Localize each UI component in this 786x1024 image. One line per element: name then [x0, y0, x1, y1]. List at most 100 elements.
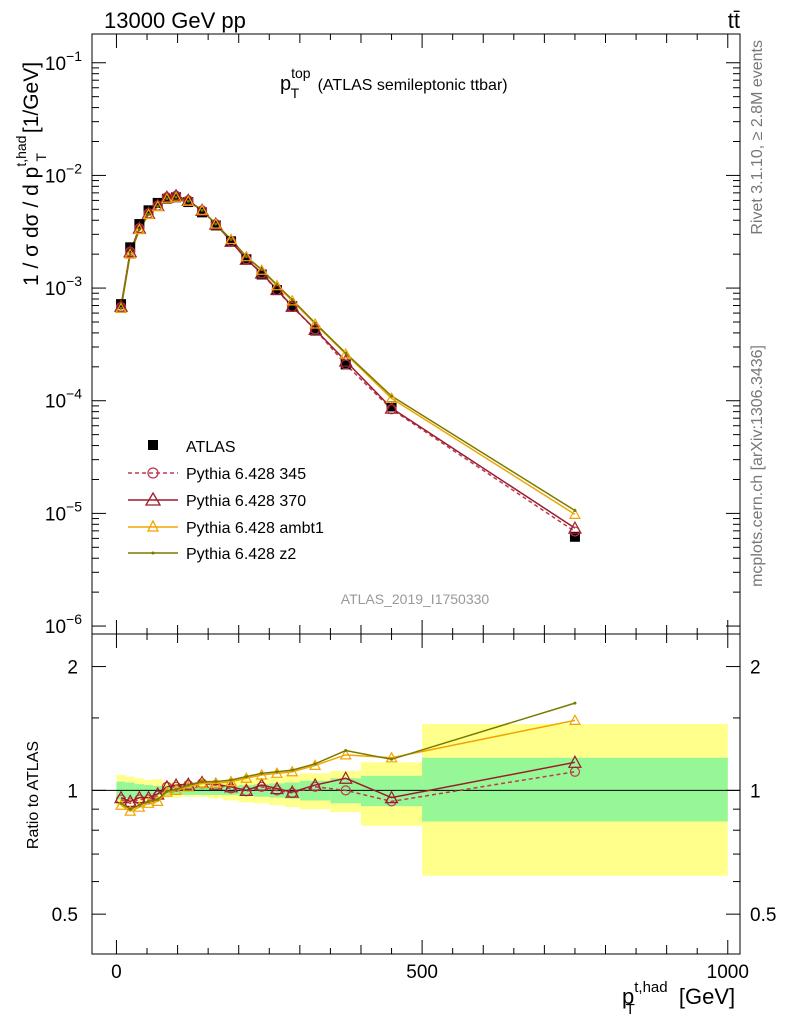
ratio-marker-ambt1 [209, 777, 222, 788]
ratio-marker-ambt1 [286, 765, 299, 777]
main-series-layer [114, 188, 582, 542]
series-marker-ambt1 [385, 392, 398, 403]
ratio-marker-z2 [344, 749, 348, 753]
ratio-marker-370 [338, 771, 353, 784]
ratio-marker-z2 [147, 799, 151, 803]
main-ytick-label: 10−2 [45, 160, 82, 187]
series-marker-z2 [128, 252, 132, 256]
series-marker-z2 [200, 208, 204, 212]
ratio-marker-z2 [214, 780, 218, 784]
ratio-frame [91, 633, 741, 955]
series-marker-ambt1 [286, 294, 299, 306]
series-marker-ambt1 [270, 279, 283, 291]
series-marker-z2 [275, 283, 279, 287]
ratio-ytick-label: 1 [67, 781, 78, 802]
ratio-panel: 0.5 0.5 1 1 2 2 0 500 1000 Ratio to ATLAS pt,had… [25, 633, 776, 1018]
series-marker-z2 [147, 212, 151, 216]
series-marker-370 [567, 520, 582, 534]
atlas-data-point [152, 197, 163, 208]
ratio-xtick-label: 500 [406, 962, 438, 983]
series-marker-ambt1 [568, 508, 581, 519]
ratio-marker-370 [239, 783, 254, 796]
ratio-marker-z2 [156, 798, 160, 802]
ratio-marker-z2 [390, 757, 394, 761]
ratio-marker-370 [254, 777, 269, 791]
ratio-band-stat [422, 757, 728, 822]
atlas-data-point [340, 359, 351, 370]
ratio-marker-z2 [290, 768, 294, 772]
series-marker-ambt1 [170, 191, 183, 202]
ratio-series-layer [114, 701, 582, 816]
process-label: 13000 GeV pp [104, 8, 246, 33]
legend-label-ambt1: Pythia 6.428 ambt1 [186, 520, 324, 537]
series-marker-z2 [290, 298, 294, 302]
x-axis-label: pt,had T [GeV] [622, 979, 735, 1018]
series-marker-370 [123, 244, 138, 258]
series-marker-z2 [390, 394, 394, 398]
atlas-data-point [197, 207, 208, 218]
series-marker-ambt1 [151, 200, 164, 212]
ratio-marker-z2 [313, 762, 317, 766]
ratio-marker-z2 [200, 780, 204, 784]
ratio-marker-z2 [137, 803, 141, 807]
series-marker-z2 [244, 255, 248, 259]
series-marker-ambt1 [255, 263, 268, 275]
ratio-marker-ambt1 [124, 804, 137, 816]
legend-marker-atlas [148, 440, 158, 450]
ratio-marker-z2 [244, 775, 248, 779]
ratio-marker-370 [269, 781, 284, 795]
series-marker-ambt1 [339, 347, 352, 359]
series-marker-ambt1 [160, 192, 173, 204]
series-marker-ambt1 [142, 208, 155, 220]
ratio-marker-z2 [275, 770, 279, 774]
main-ytick-label: 10−4 [45, 386, 82, 413]
main-panel: 10−6 10−5 10−4 10−3 10−2 10−1 ptop T (ATLAS se… [13, 33, 741, 638]
series-marker-z2 [165, 197, 169, 201]
ratio-marker-ambt1 [339, 748, 352, 760]
ratio-marker-z2 [128, 807, 132, 811]
channel-label: tt̄ [728, 8, 740, 33]
series-marker-370 [285, 298, 300, 312]
legend-marker-ambt1 [146, 519, 160, 532]
series-marker-ambt1 [225, 233, 238, 245]
legend-label-z2: Pythia 6.428 z2 [186, 546, 296, 563]
ratio-marker-ambt1 [568, 714, 581, 725]
analysis-id: ATLAS_2019_I1750330 [341, 591, 490, 607]
main-y-label: 1 / σ dσ / d pt,had T [1/GeV] [13, 62, 49, 286]
series-marker-z2 [573, 509, 577, 513]
ratio-marker-370 [384, 790, 399, 804]
series-marker-z2 [260, 268, 264, 272]
legend: ATLAS Pythia 6.428 345 Pythia 6.428 370 … [128, 439, 324, 563]
main-ytick-label: 10−3 [45, 273, 82, 300]
legend-marker-z2 [151, 551, 155, 555]
ratio-bands-layer [116, 723, 728, 876]
atlas-data-point [310, 325, 321, 336]
series-marker-z2 [174, 195, 178, 199]
atlas-data-point [287, 301, 298, 312]
series-marker-ambt1 [182, 194, 195, 206]
ratio-marker-370 [285, 784, 300, 798]
main-ytick-label: 10−1 [45, 48, 82, 75]
main-ytick-label: 10−5 [45, 498, 82, 525]
series-marker-ambt1 [196, 204, 209, 215]
series-marker-370 [114, 298, 129, 312]
ratio-marker-370 [567, 755, 582, 768]
series-marker-370 [254, 265, 269, 279]
ratio-marker-ambt1 [225, 775, 238, 787]
series-marker-ambt1 [240, 250, 253, 262]
ratio-marker-ambt1 [270, 767, 283, 778]
series-marker-370 [338, 353, 353, 367]
ratio-marker-ambt1 [160, 785, 173, 797]
ratio-marker-ambt1 [385, 751, 398, 763]
series-marker-ambt1 [115, 302, 128, 314]
series-marker-370 [239, 252, 254, 265]
series-marker-370 [308, 322, 323, 335]
ratio-marker-345 [340, 785, 351, 796]
series-marker-370 [384, 400, 399, 414]
atlas-data-point [569, 531, 580, 542]
atlas-data-point [241, 254, 252, 265]
series-marker-z2 [313, 321, 317, 325]
ratio-marker-370 [224, 779, 239, 793]
ratio-marker-z2 [119, 801, 123, 805]
atlas-data-point [386, 401, 397, 412]
